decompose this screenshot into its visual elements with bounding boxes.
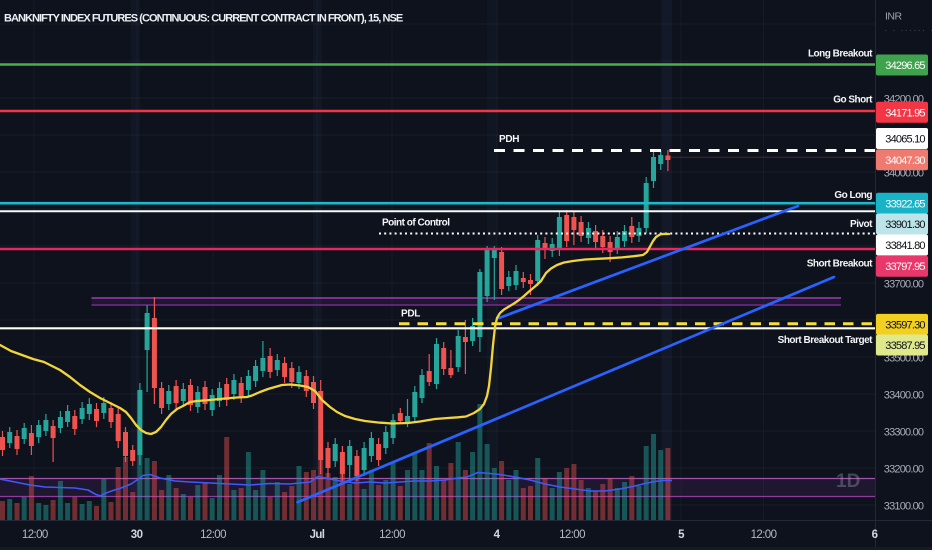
svg-text:33300.00: 33300.00 (884, 427, 924, 439)
svg-text:12:00: 12:00 (379, 529, 405, 541)
svg-text:4: 4 (494, 529, 501, 541)
svg-text:12:00: 12:00 (22, 529, 48, 541)
svg-text:34171.95: 34171.95 (885, 107, 925, 119)
svg-text:12:00: 12:00 (200, 529, 226, 541)
svg-text:Go Long: Go Long (834, 190, 872, 201)
svg-text:33587.95: 33587.95 (885, 340, 925, 352)
svg-text:33700.00: 33700.00 (884, 279, 924, 291)
svg-text:34047.30: 34047.30 (885, 155, 925, 167)
svg-text:12:00: 12:00 (559, 529, 585, 541)
svg-text:6: 6 (872, 529, 878, 541)
svg-text:33100.00: 33100.00 (884, 501, 924, 513)
svg-text:33841.80: 33841.80 (885, 240, 925, 252)
svg-text:Long Breakout: Long Breakout (808, 48, 873, 59)
svg-text:PDL: PDL (401, 309, 420, 320)
svg-text:PDH: PDH (499, 134, 519, 145)
svg-text:Go Short: Go Short (833, 94, 873, 105)
svg-text:34296.65: 34296.65 (885, 60, 925, 72)
svg-text:BANKNIFTY INDEX FUTURES (CONTI: BANKNIFTY INDEX FUTURES (CONTINUOUS: CUR… (4, 13, 403, 25)
svg-text:33400.00: 33400.00 (884, 390, 924, 402)
svg-text:33797.95: 33797.95 (885, 261, 925, 273)
svg-text:12:00: 12:00 (751, 529, 777, 541)
svg-text:1D: 1D (836, 471, 860, 492)
svg-text:Short Breakout: Short Breakout (807, 258, 873, 269)
svg-text:Jul: Jul (310, 529, 325, 541)
svg-text:33922.65: 33922.65 (885, 198, 925, 210)
svg-text:Point of Control: Point of Control (382, 218, 450, 229)
svg-text:33200.00: 33200.00 (884, 464, 924, 476)
svg-text:34065.10: 34065.10 (885, 134, 925, 146)
svg-text:INR: INR (885, 11, 903, 23)
svg-text:34000.00: 34000.00 (884, 168, 924, 180)
svg-text:33901.30: 33901.30 (885, 219, 925, 231)
svg-text:Short Breakout Target: Short Breakout Target (778, 335, 873, 346)
svg-text:· · ······ ·: · · ······ · (884, 25, 932, 36)
svg-text:Pivot: Pivot (850, 219, 873, 230)
svg-text:5: 5 (678, 529, 685, 541)
svg-text:33597.30: 33597.30 (885, 319, 925, 331)
svg-text:30: 30 (131, 529, 143, 541)
